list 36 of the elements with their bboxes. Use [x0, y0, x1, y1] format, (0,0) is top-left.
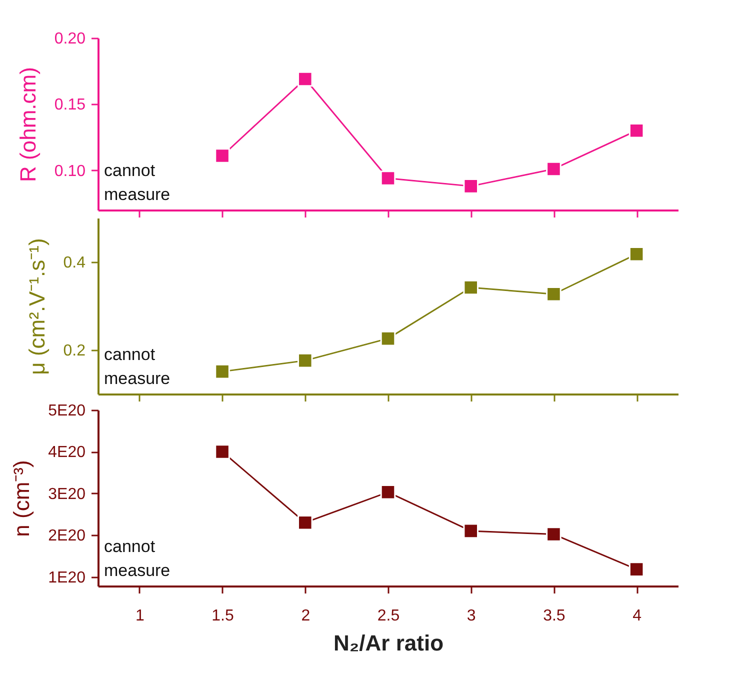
x-tick-label: 1 — [135, 608, 144, 624]
x-tick-label: 2 — [301, 608, 310, 624]
y-tick-label: 0.2 — [63, 342, 86, 360]
y-tick-label: 0.20 — [54, 30, 86, 48]
y-tick-label: 4E20 — [48, 444, 86, 462]
y-tick-label: 0.15 — [54, 96, 86, 114]
y-tick-label: 0.10 — [54, 162, 86, 180]
x-tick-label: 1.5 — [212, 608, 234, 624]
x-tick-label: 3 — [466, 608, 476, 624]
y-tick-label: 5E20 — [48, 402, 86, 420]
y-tick-label: 1E20 — [48, 569, 86, 586]
y-axis-title: μ (cm².V⁻¹.s⁻¹) — [24, 238, 50, 375]
point — [546, 161, 562, 177]
y-axis-title: n (cm⁻³) — [9, 460, 34, 537]
y-tick-label: 0.4 — [63, 254, 86, 272]
y-tick-label: 3E20 — [48, 486, 86, 503]
point — [628, 246, 644, 262]
point — [380, 170, 396, 186]
x-tick-label: 2.5 — [377, 608, 400, 624]
point — [298, 352, 313, 368]
point — [628, 122, 644, 138]
y-axis-title: R (ohm.cm) — [15, 67, 40, 182]
x-tick-label: 3.5 — [543, 608, 566, 624]
x-tick-label: 4 — [632, 608, 642, 624]
point — [546, 286, 562, 302]
point — [463, 280, 478, 296]
point — [214, 148, 230, 164]
x-axis-title: N₂/Ar ratio — [333, 630, 444, 656]
point — [463, 178, 478, 194]
y-tick-label: 2E20 — [48, 528, 86, 545]
point — [214, 364, 230, 380]
annotation: cannot measure — [104, 537, 170, 580]
point — [380, 330, 396, 346]
annotation: cannot measure — [104, 345, 170, 388]
point — [298, 71, 313, 87]
annotation: cannot measure — [104, 161, 170, 204]
